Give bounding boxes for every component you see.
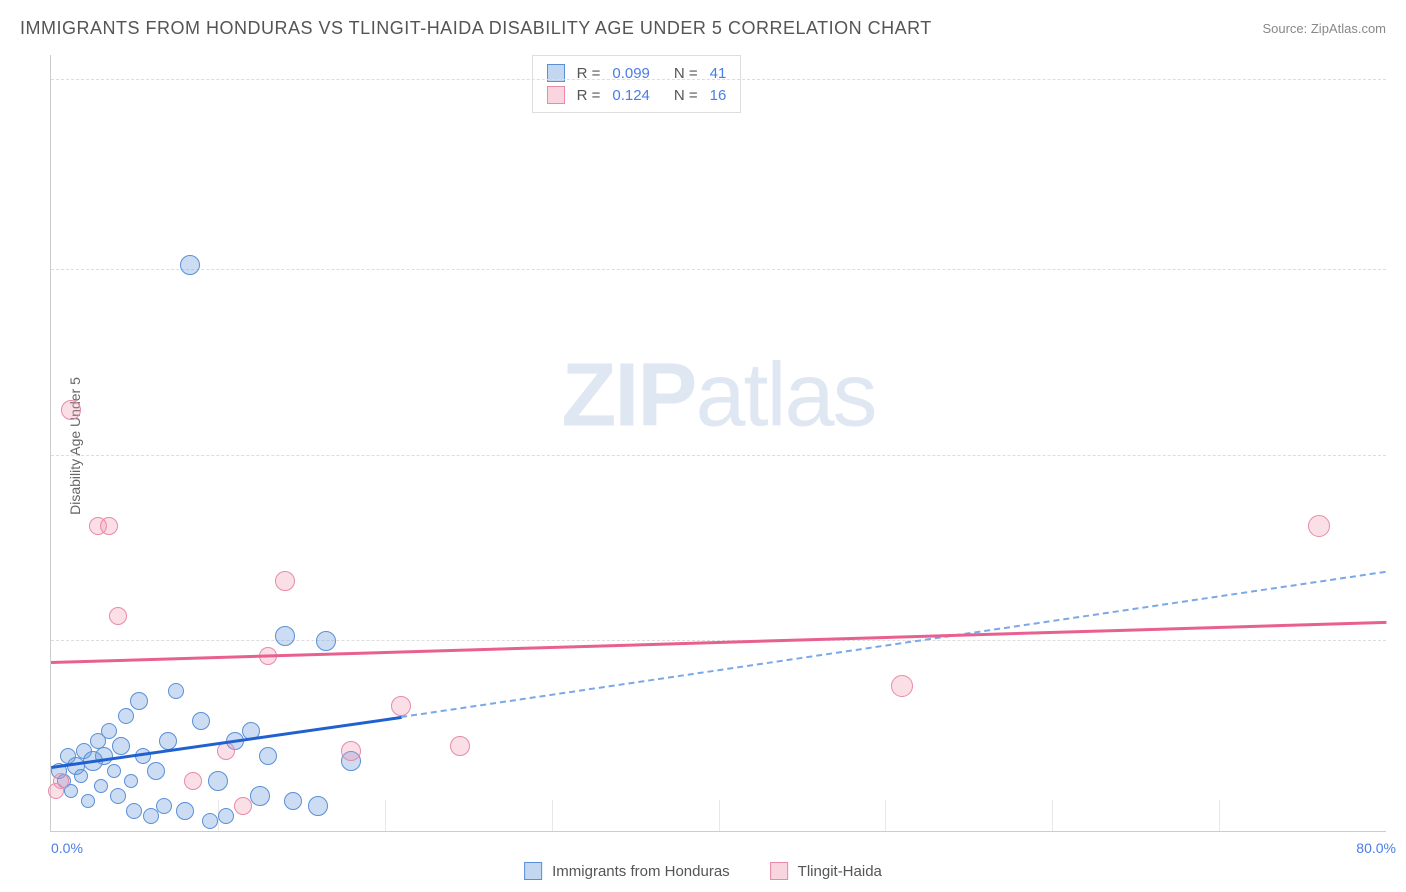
data-point [202, 813, 218, 829]
data-point [1308, 515, 1330, 537]
data-point [112, 737, 130, 755]
data-point [275, 571, 295, 591]
data-point [61, 400, 81, 420]
n-label: N = [674, 87, 698, 104]
chart-area: ZIPatlas R =0.099N =41R =0.124N =16 3.8%… [50, 55, 1386, 832]
data-point [124, 774, 138, 788]
data-point [147, 762, 165, 780]
data-point [94, 779, 108, 793]
data-point [110, 788, 126, 804]
legend-swatch [524, 862, 542, 880]
data-point [218, 808, 234, 824]
data-point [192, 712, 210, 730]
r-label: R = [577, 87, 601, 104]
gridline-v [885, 800, 886, 831]
data-point [176, 802, 194, 820]
x-max-label: 80.0% [1356, 840, 1396, 856]
legend-stat-row: R = 0.124 N = 16 [547, 84, 727, 106]
legend-item: Tlingit-Haida [770, 862, 882, 880]
data-point [118, 708, 134, 724]
data-point [391, 696, 411, 716]
legend-stat-row: R =0.099N =41 [547, 62, 727, 84]
watermark: ZIPatlas [561, 345, 875, 448]
legend-swatch [547, 86, 565, 104]
data-point [74, 769, 88, 783]
legend-item: Immigrants from Honduras [524, 862, 730, 880]
data-point [156, 798, 172, 814]
data-point [109, 607, 127, 625]
data-point [308, 796, 328, 816]
data-point [130, 692, 148, 710]
data-point [126, 803, 142, 819]
gridline-v [552, 800, 553, 831]
data-point [275, 626, 295, 646]
data-point [81, 794, 95, 808]
data-point [284, 792, 302, 810]
series-legend: Immigrants from Honduras Tlingit-Haida [524, 862, 882, 880]
gridline-h [51, 269, 1386, 270]
data-point [450, 736, 470, 756]
data-point [143, 808, 159, 824]
data-point [101, 723, 117, 739]
gridline-v [1052, 800, 1053, 831]
legend-label: Immigrants from Honduras [552, 863, 730, 880]
gridline-v [719, 800, 720, 831]
source-attribution: Source: ZipAtlas.com [1262, 21, 1386, 36]
plot-area: ZIPatlas R =0.099N =41R =0.124N =16 3.8%… [50, 55, 1386, 832]
data-point [180, 255, 200, 275]
data-point [891, 675, 913, 697]
correlation-legend: R =0.099N =41 R = 0.124 N = 16 [532, 55, 742, 113]
chart-title: IMMIGRANTS FROM HONDURAS VS TLINGIT-HAID… [20, 18, 932, 39]
data-point [168, 683, 184, 699]
r-value: 0.124 [612, 87, 650, 104]
data-point [259, 747, 277, 765]
x-min-label: 0.0% [51, 840, 83, 856]
data-point [53, 773, 69, 789]
data-point [341, 741, 361, 761]
chart-header: IMMIGRANTS FROM HONDURAS VS TLINGIT-HAID… [0, 0, 1406, 39]
gridline-v [1219, 800, 1220, 831]
trendline-pink [51, 621, 1386, 664]
gridline-h [51, 79, 1386, 80]
data-point [107, 764, 121, 778]
data-point [159, 732, 177, 750]
trendline-blue-dashed [401, 571, 1386, 718]
data-point [234, 797, 252, 815]
data-point [100, 517, 118, 535]
gridline-v [385, 800, 386, 831]
n-value: 16 [710, 87, 727, 104]
legend-swatch [770, 862, 788, 880]
data-point [316, 631, 336, 651]
legend-label: Tlingit-Haida [798, 863, 882, 880]
data-point [184, 772, 202, 790]
data-point [208, 771, 228, 791]
gridline-h [51, 455, 1386, 456]
data-point [250, 786, 270, 806]
